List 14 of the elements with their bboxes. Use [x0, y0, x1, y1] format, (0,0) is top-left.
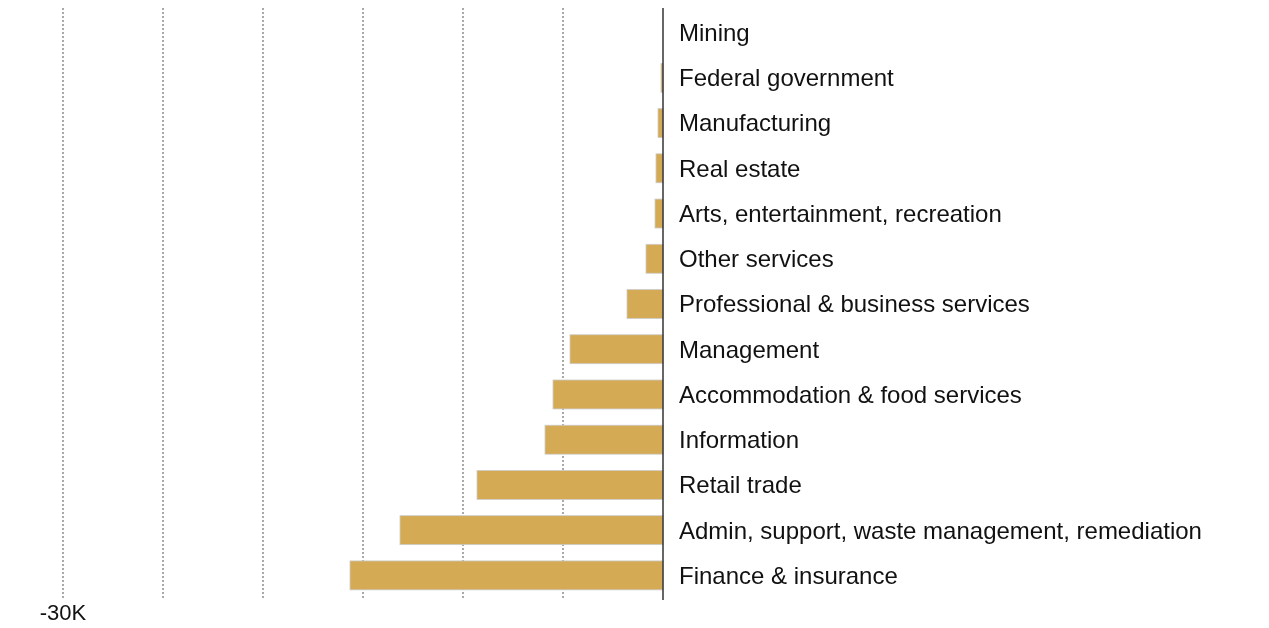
y-tick-label: Management [679, 335, 820, 363]
y-tick-label: Retail trade [679, 471, 802, 499]
y-tick-label: Finance & insurance [679, 561, 898, 589]
y-tick-label: Professional & business services [679, 290, 1030, 318]
y-tick-label: Arts, entertainment, recreation [679, 199, 1002, 227]
y-tick-label: Mining [679, 19, 750, 47]
y-tick-label: Information [679, 426, 800, 454]
y-tick-label: Accommodation & food services [679, 380, 1022, 408]
y-tick-label: Real estate [679, 154, 801, 182]
y-tick-label: Manufacturing [679, 109, 832, 137]
x-tick-label: -30K [39, 600, 87, 625]
y-tick-label: Other services [679, 245, 834, 273]
y-tick-label: Federal government [679, 64, 895, 92]
y-tick-label: Admin, support, waste management, remediation [679, 516, 1202, 544]
